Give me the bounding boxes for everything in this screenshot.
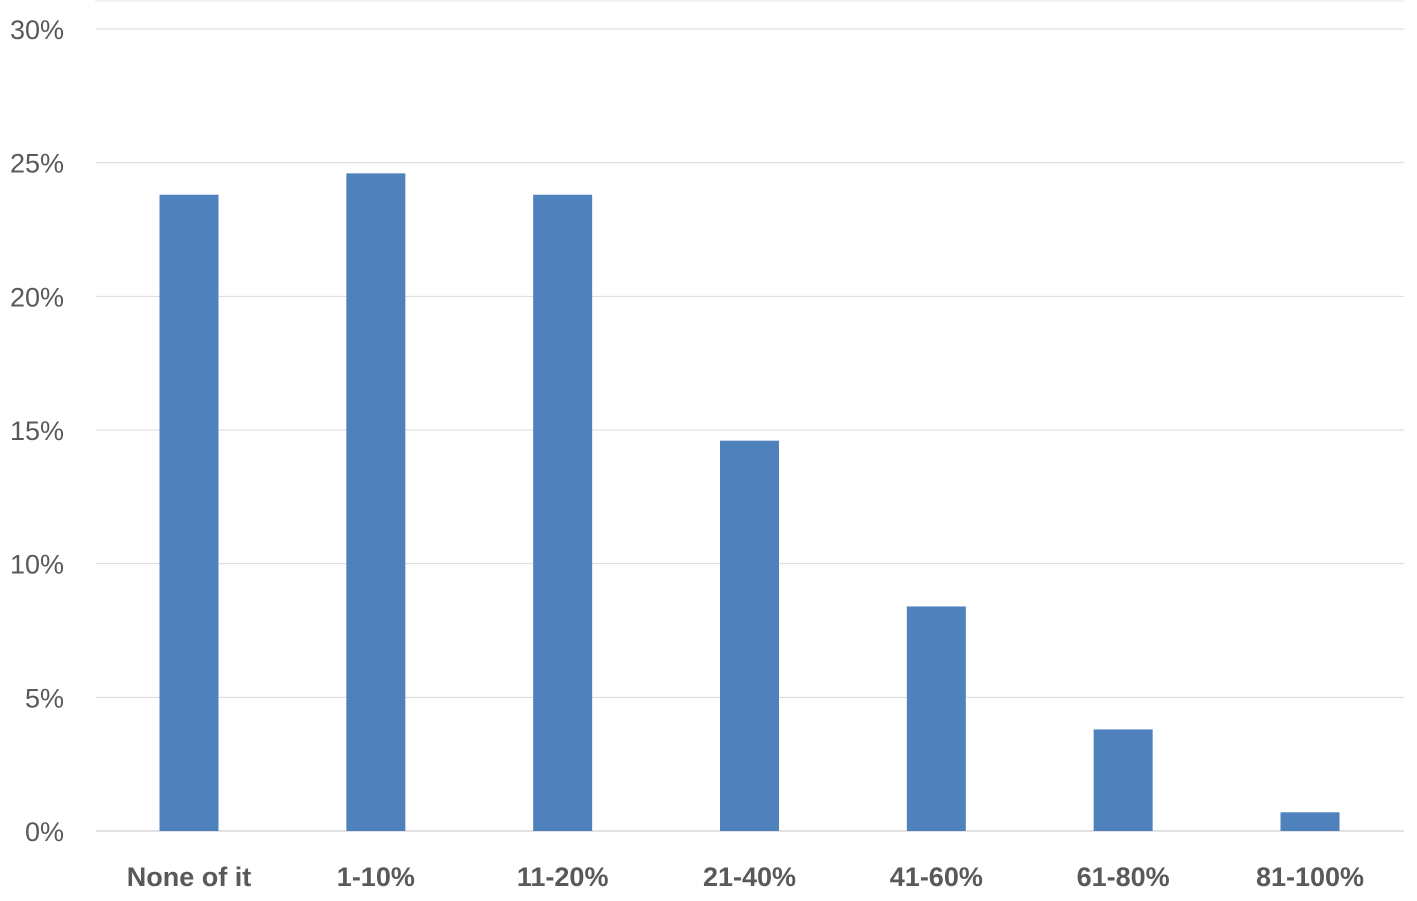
y-tick-label: 0% [25, 817, 64, 847]
y-tick-label: 25% [10, 149, 64, 179]
bars [159, 173, 1340, 832]
x-tick-label: 11-20% [517, 862, 609, 892]
bar [720, 440, 779, 831]
bar [1093, 729, 1153, 831]
bar [533, 194, 593, 831]
y-tick-label: 15% [10, 416, 64, 446]
x-axis-tick-labels: None of it 1-10% 11-20% 21-40% 41-60% 61-80% 8… [127, 862, 1364, 892]
x-tick-label: 61-80% [1077, 862, 1170, 892]
y-axis-tick-labels: 0% 5% 10% 15% 20% 25% 30% [10, 15, 64, 847]
x-tick-label: 41-60% [890, 862, 983, 892]
x-tick-label: 21-40% [703, 862, 796, 892]
bar [906, 606, 966, 831]
y-tick-label: 30% [10, 15, 64, 45]
bar [1280, 812, 1340, 831]
x-tick-label: None of it [127, 862, 251, 892]
y-tick-label: 10% [10, 550, 64, 580]
x-tick-label: 81-100% [1256, 862, 1364, 892]
bar [159, 194, 219, 831]
x-tick-label: 1-10% [337, 862, 415, 892]
bar [346, 173, 406, 832]
y-tick-label: 20% [10, 282, 64, 312]
y-tick-label: 5% [25, 683, 64, 713]
